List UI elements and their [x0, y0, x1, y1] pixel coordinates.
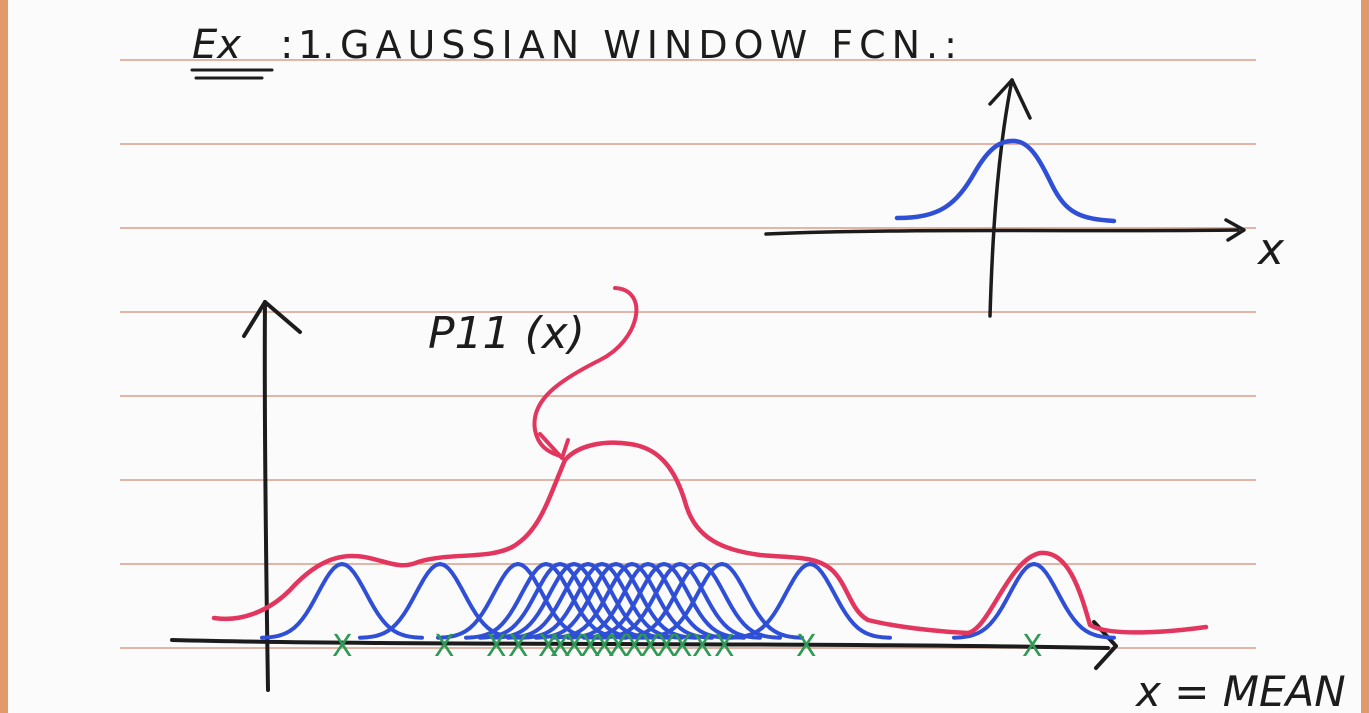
left-margin-border [0, 0, 8, 713]
sample-marker: X [640, 629, 661, 664]
inset-x-arrowhead [1224, 218, 1246, 242]
gaussian-kernel [464, 562, 628, 640]
gaussian-kernel [520, 562, 684, 640]
curve-label: P11 (x) [428, 308, 585, 359]
sample-marker: X [332, 629, 353, 664]
sample-marker: X [564, 629, 585, 664]
gaussian-kernel [436, 562, 600, 640]
inset-plot: x [764, 78, 1285, 318]
inset-gaussian-curve [894, 138, 1117, 224]
inset-y-arrowhead [988, 78, 1032, 120]
title: Ex : 1. GAUSSIAN WINDOW FCN.: [190, 22, 963, 80]
sample-marker: X [656, 629, 677, 664]
sample-marker: X [594, 629, 615, 664]
gaussian-kernel [550, 562, 714, 640]
gaussian-kernel [952, 562, 1116, 640]
sample-marker: X [608, 629, 629, 664]
sample-marker: X [1022, 629, 1043, 664]
sample-marker: X [714, 629, 735, 664]
right-margin-border [1361, 0, 1369, 713]
inset-y-axis [988, 78, 1014, 318]
gaussian-kernel [728, 562, 892, 640]
curve-annotation: P11 (x) [428, 286, 639, 460]
sample-marker: X [434, 629, 455, 664]
label-pointer-arrowhead [538, 432, 570, 460]
title-separator: : [280, 22, 293, 68]
sample-marker: X [672, 629, 693, 664]
main-x-label: x = MEAN [1134, 667, 1346, 713]
sample-marker: X [550, 629, 571, 664]
sample-marker: X [796, 629, 817, 664]
gaussian-kernel [582, 562, 746, 640]
sample-marker: X [538, 629, 559, 664]
density-estimate-curve [211, 440, 1209, 636]
title-number: 1. [298, 23, 334, 67]
inset-x-axis [764, 228, 1240, 236]
label-pointer-line [532, 286, 639, 458]
inset-x-label: x [1256, 224, 1285, 275]
main-x-axis [170, 638, 1110, 650]
sample-marker: X [508, 629, 529, 664]
sample-marker: X [486, 629, 507, 664]
sample-marker: X [692, 629, 713, 664]
title-text: GAUSSIAN WINDOW FCN.: [340, 23, 963, 67]
sample-marker: X [624, 629, 645, 664]
gaussian-kernel [598, 562, 762, 640]
gaussian-kernel [260, 562, 424, 640]
gaussian-kernel [640, 562, 804, 640]
sample-marker: X [580, 629, 601, 664]
gaussian-kernels [260, 562, 1116, 640]
main-y-arrowhead [242, 300, 302, 338]
ruled-lines [120, 59, 1256, 649]
gaussian-kernel [506, 562, 670, 640]
title-underline [190, 68, 274, 80]
title-prefix: Ex [192, 22, 241, 68]
gaussian-kernel [566, 562, 730, 640]
